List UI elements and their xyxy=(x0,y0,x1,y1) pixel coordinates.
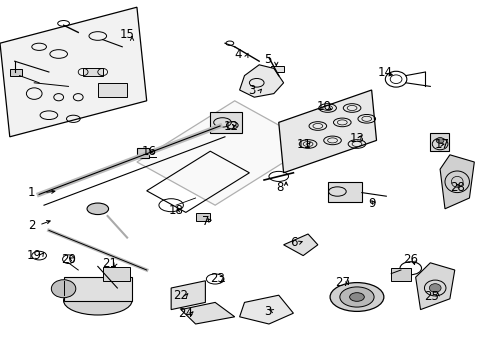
Text: 3: 3 xyxy=(264,305,271,318)
Text: 21: 21 xyxy=(102,257,117,270)
Polygon shape xyxy=(283,234,317,256)
Text: 24: 24 xyxy=(178,307,193,320)
Polygon shape xyxy=(239,295,293,324)
Text: 4: 4 xyxy=(234,48,242,61)
Bar xyxy=(83,68,102,76)
Bar xyxy=(327,182,361,202)
Text: 27: 27 xyxy=(334,276,349,289)
Text: 10: 10 xyxy=(316,100,330,113)
Ellipse shape xyxy=(51,280,76,298)
Ellipse shape xyxy=(428,284,440,292)
Ellipse shape xyxy=(349,293,364,301)
Polygon shape xyxy=(0,7,146,137)
Bar xyxy=(137,148,149,158)
Text: 28: 28 xyxy=(449,181,464,194)
Text: 3: 3 xyxy=(247,84,255,97)
Text: 23: 23 xyxy=(210,273,224,285)
Ellipse shape xyxy=(329,283,383,311)
Text: 13: 13 xyxy=(349,132,364,145)
Polygon shape xyxy=(171,281,205,310)
Text: 1: 1 xyxy=(28,186,36,199)
Text: 12: 12 xyxy=(223,120,238,133)
Bar xyxy=(63,277,132,301)
Text: 16: 16 xyxy=(142,145,156,158)
Bar xyxy=(429,133,448,151)
Bar xyxy=(390,268,410,281)
Polygon shape xyxy=(439,155,473,209)
Bar xyxy=(102,267,129,281)
Text: 15: 15 xyxy=(120,28,134,41)
Text: 22: 22 xyxy=(173,289,188,302)
Ellipse shape xyxy=(87,203,108,215)
Text: 18: 18 xyxy=(168,204,183,217)
Bar xyxy=(10,69,22,76)
Text: 9: 9 xyxy=(367,197,375,210)
Polygon shape xyxy=(137,101,312,205)
Polygon shape xyxy=(181,302,234,324)
Text: 7: 7 xyxy=(201,215,209,228)
Text: 26: 26 xyxy=(403,253,417,266)
Polygon shape xyxy=(239,65,283,97)
Bar xyxy=(195,213,210,221)
Ellipse shape xyxy=(435,138,443,143)
Text: 19: 19 xyxy=(27,249,41,262)
Text: 20: 20 xyxy=(61,253,76,266)
Polygon shape xyxy=(415,263,454,310)
Bar xyxy=(98,83,127,97)
Text: 8: 8 xyxy=(276,181,284,194)
Text: 5: 5 xyxy=(264,53,271,66)
Ellipse shape xyxy=(63,286,132,315)
Text: 2: 2 xyxy=(28,219,36,231)
Text: 25: 25 xyxy=(423,291,438,303)
Text: 11: 11 xyxy=(296,138,311,151)
Ellipse shape xyxy=(339,287,373,307)
Polygon shape xyxy=(278,90,376,173)
Text: 17: 17 xyxy=(434,138,449,151)
Text: 6: 6 xyxy=(289,237,297,249)
Bar xyxy=(271,66,283,72)
Bar xyxy=(210,112,242,133)
Text: 14: 14 xyxy=(377,66,392,78)
